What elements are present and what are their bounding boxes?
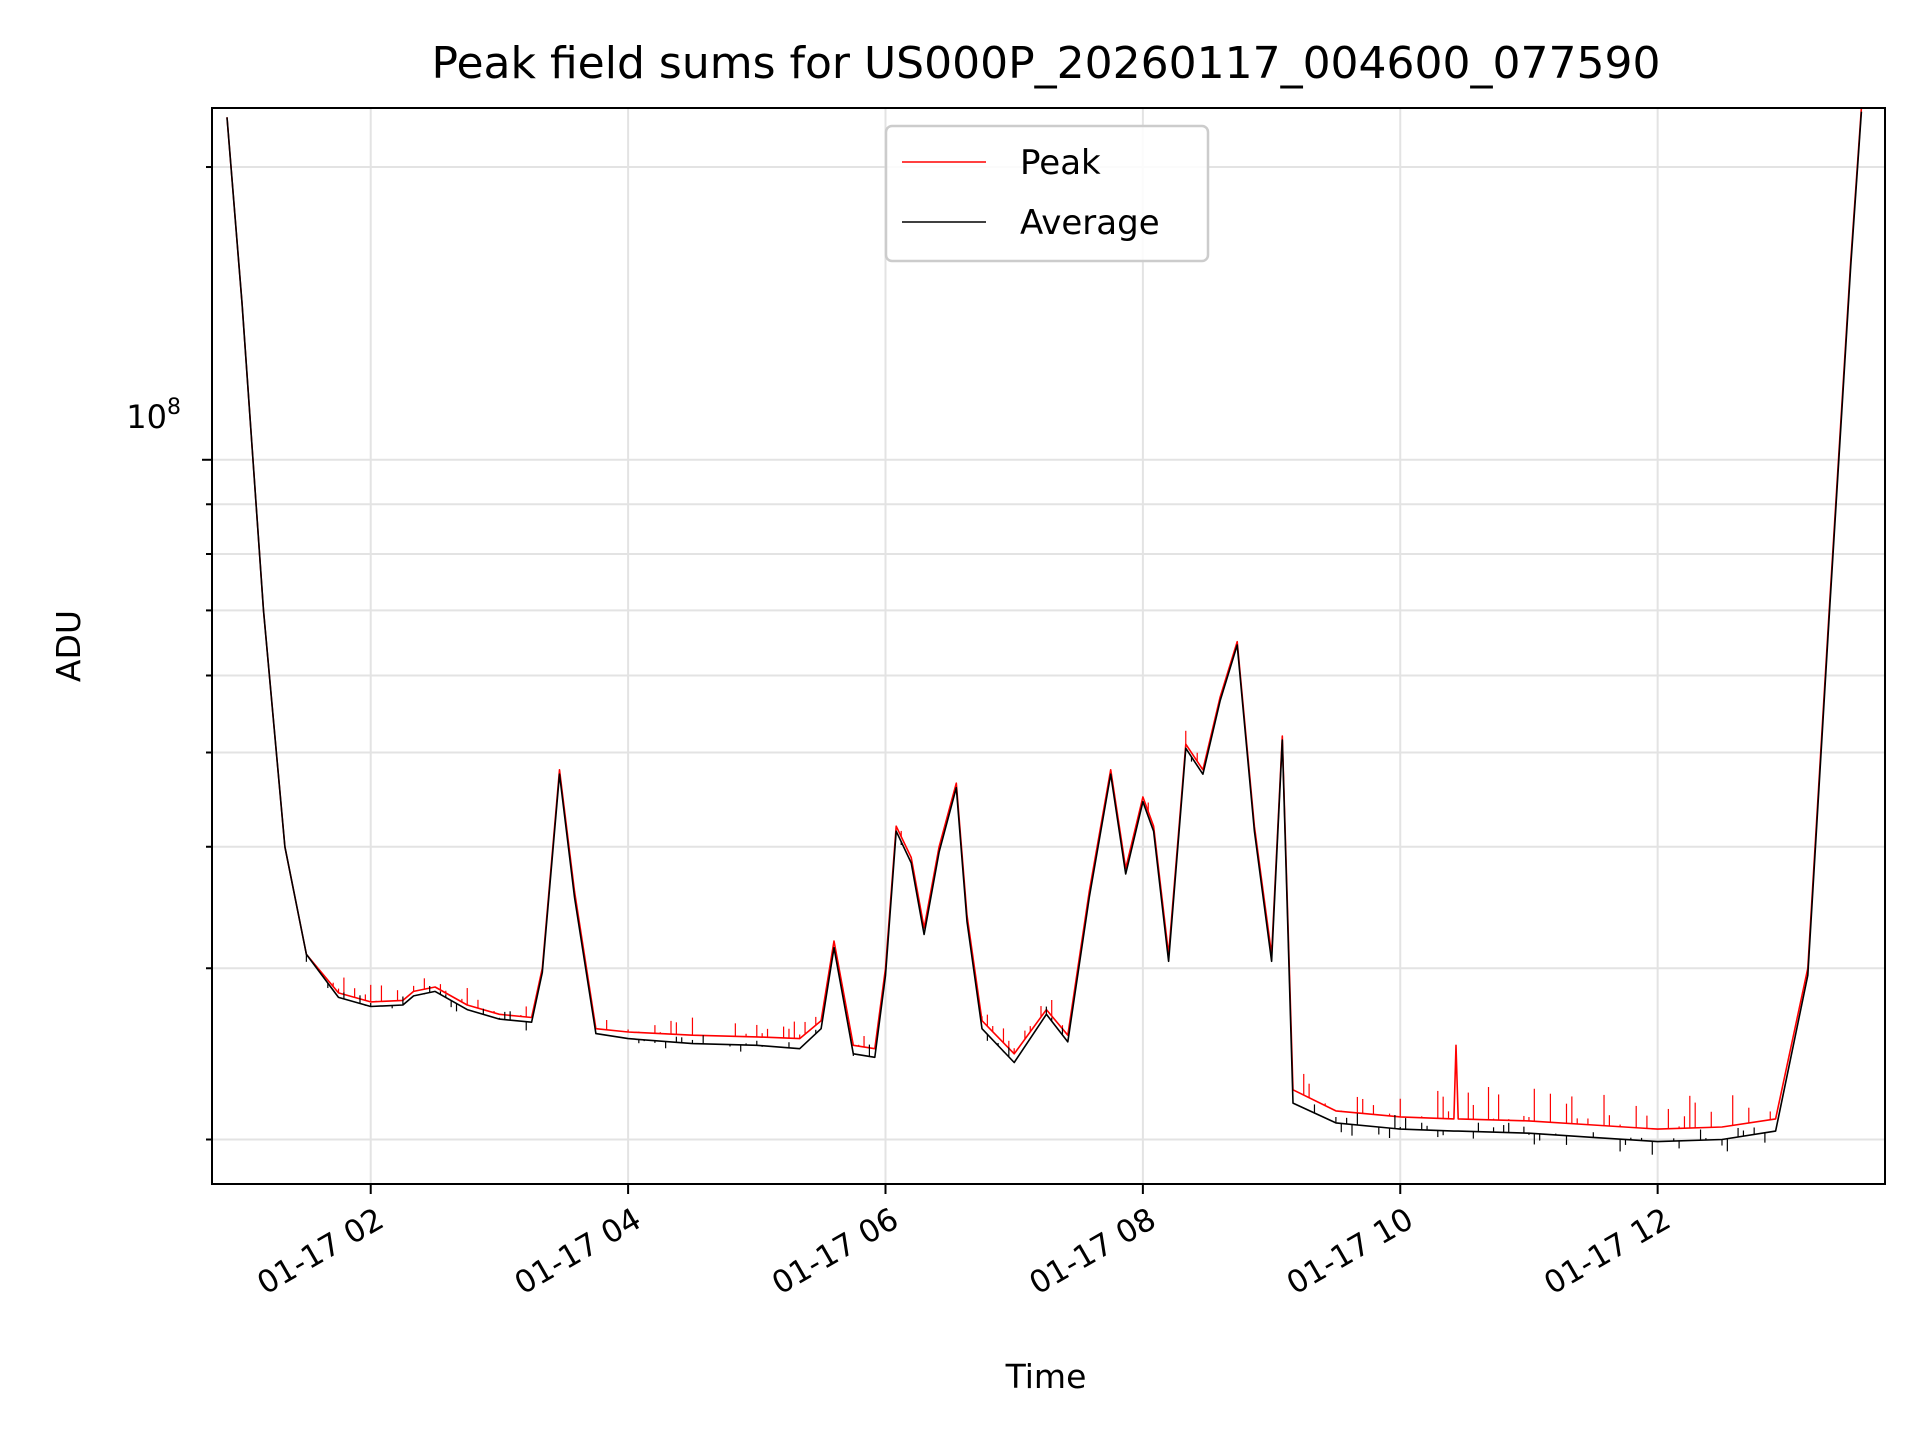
y-major-tick-label: 108 — [126, 395, 181, 436]
legend-label-peak: Peak — [1020, 143, 1101, 183]
chart-title: Peak field sums for US000P_20260117_0046… — [432, 38, 1661, 89]
svg-text:108: 108 — [126, 395, 181, 436]
series-lines — [226, 107, 1863, 1155]
legend: Peak Average — [884, 124, 1210, 263]
legend-box — [884, 124, 1210, 263]
x-axis-label: Time — [1005, 1357, 1087, 1396]
y-tick-base: 10 — [126, 398, 167, 436]
y-axis-label: ADU — [49, 610, 88, 682]
y-tick-exponent: 8 — [167, 395, 181, 420]
series-line-average — [226, 111, 1863, 1143]
plot-frame — [211, 107, 1886, 1185]
legend-label-average: Average — [1020, 203, 1160, 243]
